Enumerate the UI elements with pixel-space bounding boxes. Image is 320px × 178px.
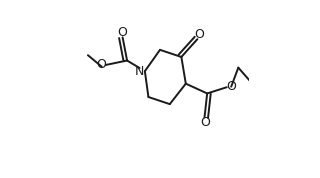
Text: O: O bbox=[194, 28, 204, 41]
Text: N: N bbox=[135, 65, 144, 78]
Text: O: O bbox=[118, 25, 128, 39]
Text: O: O bbox=[226, 80, 236, 93]
Text: O: O bbox=[96, 58, 106, 71]
Text: O: O bbox=[200, 116, 210, 129]
